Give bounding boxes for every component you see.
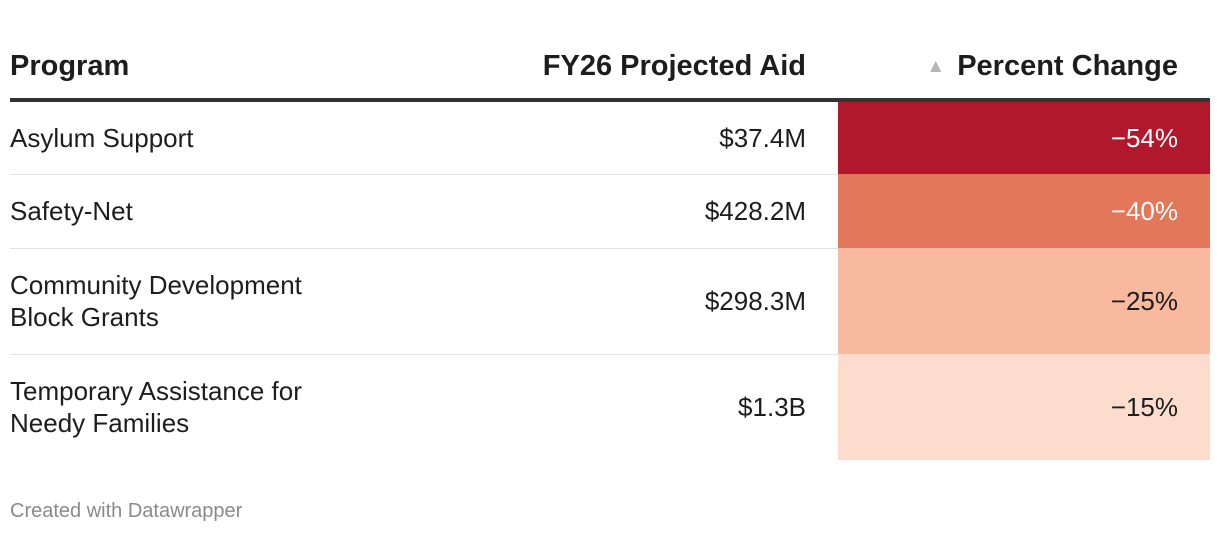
table-row: Temporary Assistance for Needy Families $1… <box>10 354 1210 460</box>
column-header-program-label: Program <box>10 49 130 82</box>
column-header-aid[interactable]: FY26 Projected Aid <box>430 34 838 102</box>
cell-projected-aid: $37.4M <box>430 100 838 175</box>
column-header-aid-label: FY26 Projected Aid <box>542 49 806 82</box>
data-table: Program FY26 Projected Aid ▲ Percent Chan… <box>10 34 1210 460</box>
table-header: Program FY26 Projected Aid ▲ Percent Chan… <box>10 34 1210 102</box>
data-table-container: Program FY26 Projected Aid ▲ Percent Chan… <box>10 34 1210 460</box>
column-header-percent-change-label: Percent Change <box>957 49 1178 82</box>
column-header-percent-change[interactable]: ▲ Percent Change <box>838 34 1210 102</box>
cell-percent-change: −25% <box>838 248 1210 354</box>
header-row: Program FY26 Projected Aid ▲ Percent Chan… <box>10 34 1210 102</box>
table-body: Asylum Support $37.4M −54% Safety-Net $428.2… <box>10 100 1210 460</box>
cell-projected-aid: $1.3B <box>738 392 806 423</box>
cell-program: Safety-Net <box>10 174 430 249</box>
cell-percent-change: −54% <box>838 100 1210 174</box>
cell-projected-aid: $428.2M <box>430 174 838 249</box>
table-row: Safety-Net $428.2M −40% <box>10 174 1210 249</box>
table-row: Community Development Block Grants $298.3M… <box>10 248 1210 355</box>
cell-projected-aid: $298.3M <box>430 248 838 355</box>
column-header-program[interactable]: Program <box>10 34 430 102</box>
cell-percent-change: −15% <box>838 354 1210 460</box>
cell-percent-change: −40% <box>838 174 1210 248</box>
sort-ascending-icon: ▲ <box>926 55 946 77</box>
footer-credit: Created with Datawrapper <box>10 500 243 522</box>
cell-program: Temporary Assistance for Needy Families <box>10 376 302 439</box>
cell-program: Asylum Support <box>10 100 430 175</box>
table-row: Asylum Support $37.4M −54% <box>10 100 1210 175</box>
cell-program: Community Development Block Grants <box>10 248 430 355</box>
